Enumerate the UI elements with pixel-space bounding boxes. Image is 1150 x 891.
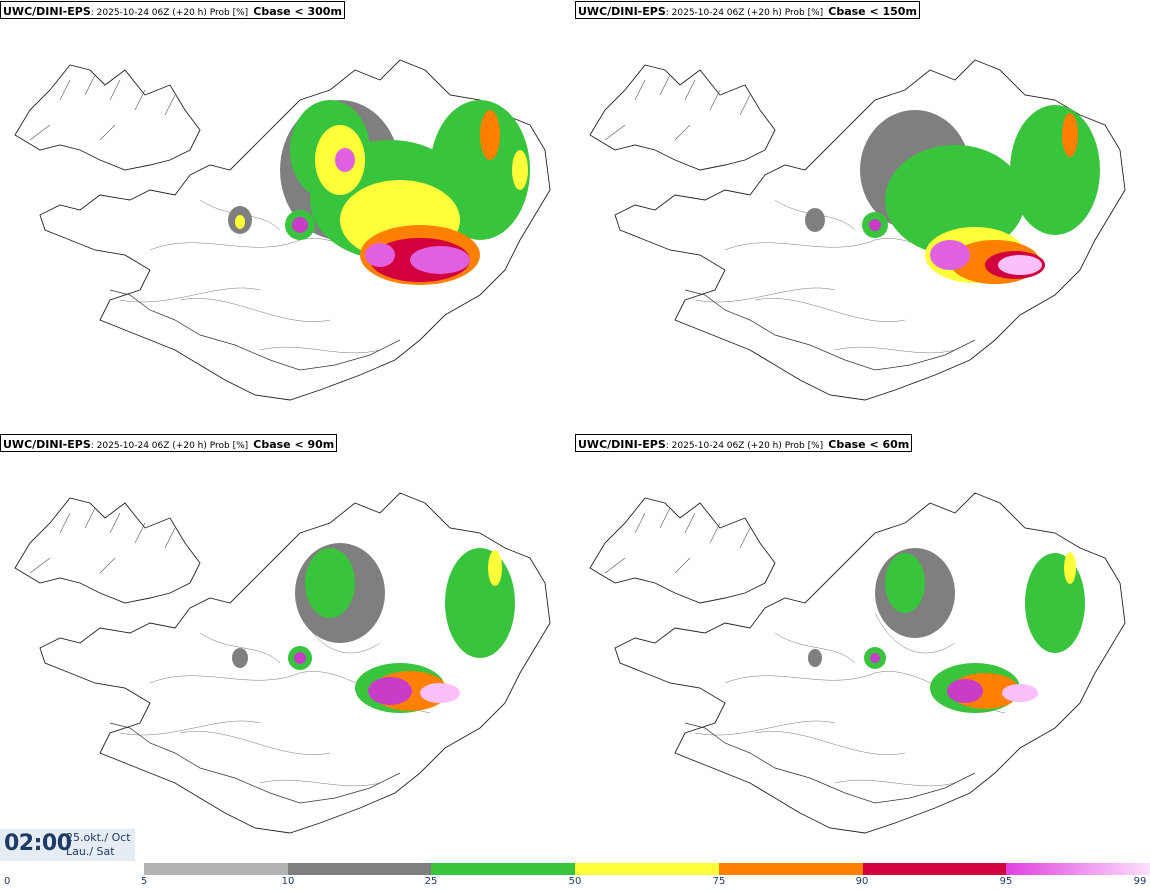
- colorbar-segment-90-95: [862, 863, 1007, 875]
- map-panel-cbase-150: UWC/DINI-EPS: 2025-10-24 06Z (+20 h) Pro…: [575, 0, 1150, 433]
- colorbar-tick: 95: [999, 876, 1013, 887]
- probability-field: [232, 543, 515, 713]
- colorbar-tick: 99: [1133, 876, 1147, 887]
- valid-time-label: 02:00 25.okt./ Oct Lau./ Sat: [0, 829, 135, 861]
- panel-title: UWC/DINI-EPS: 2025-10-24 06Z (+20 h) Pro…: [0, 1, 345, 19]
- probability-map: [14, 492, 551, 834]
- colorbar-tick: 5: [140, 876, 148, 887]
- map-panel-cbase-90: UWC/DINI-EPS: 2025-10-24 06Z (+20 h) Pro…: [0, 433, 575, 866]
- colorbar-tick: 50: [568, 876, 582, 887]
- colorbar-tick: 0: [4, 876, 11, 887]
- panel-title: UWC/DINI-EPS: 2025-10-24 06Z (+20 h) Pro…: [575, 434, 913, 452]
- valid-time: 02:00: [4, 831, 72, 856]
- probability-map: [589, 59, 1126, 401]
- colorbar-segment-25-50: [431, 863, 576, 875]
- probability-map: [14, 59, 551, 401]
- probability-field: [805, 105, 1100, 284]
- valid-date: 25.okt./ Oct Lau./ Sat: [66, 831, 131, 858]
- colorbar-tick: 10: [281, 876, 295, 887]
- map-panel-cbase-300: UWC/DINI-EPS: 2025-10-24 06Z (+20 h) Pro…: [0, 0, 575, 433]
- colorbar-tick: 90: [855, 876, 869, 887]
- probability-field: [228, 100, 530, 285]
- colorbar-segment-75-90: [718, 863, 863, 875]
- colorbar-tick: 25: [424, 876, 438, 887]
- colorbar-segment-95-99: [1006, 863, 1150, 875]
- probability-map: [589, 492, 1126, 834]
- colorbar-tick: 75: [712, 876, 726, 887]
- colorbar-segment-50-75: [575, 863, 719, 875]
- map-panel-cbase-60: UWC/DINI-EPS: 2025-10-24 06Z (+20 h) Pro…: [575, 433, 1150, 866]
- probability-colorbar: [144, 863, 1150, 875]
- colorbar-segment-5-10: [144, 863, 288, 875]
- probability-field: [808, 548, 1085, 713]
- panel-title: UWC/DINI-EPS: 2025-10-24 06Z (+20 h) Pro…: [575, 1, 920, 19]
- colorbar-segment-10-25: [287, 863, 432, 875]
- panel-title: UWC/DINI-EPS: 2025-10-24 06Z (+20 h) Pro…: [0, 434, 338, 452]
